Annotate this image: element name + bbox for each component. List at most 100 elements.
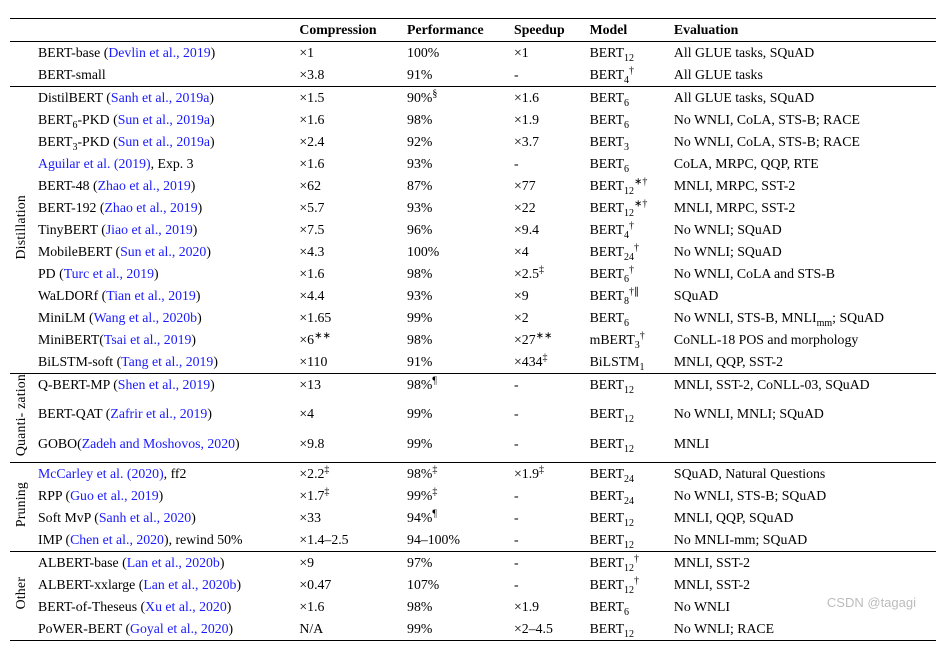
compression-value: ×110 [293, 351, 401, 374]
table-row: BERT-QAT (Zafrir et al., 2019)×499%-BERT… [10, 403, 936, 432]
compression-value: ×0.47 [293, 574, 401, 596]
table-row: BERT6-PKD (Sun et al., 2019a)×1.698%×1.9… [10, 109, 936, 131]
speedup-value: - [508, 485, 584, 507]
performance-value: 97% [401, 552, 508, 575]
table-row: BERT-small×3.891%-BERT4†All GLUE tasks [10, 64, 936, 87]
performance-value: 93% [401, 153, 508, 175]
speedup-value: - [508, 433, 584, 463]
evaluation-value: MNLI, SST-2, CoNLL-03, SQuAD [668, 374, 936, 404]
speedup-value: ×1.9 [508, 109, 584, 131]
table-row: MiniBERT(Tsai et al., 2019)×6∗∗98%×27∗∗m… [10, 329, 936, 351]
model-value: BERT8†∥ [584, 285, 668, 307]
evaluation-value: MNLI, SST-2 [668, 574, 936, 596]
method-name: PD (Turc et al., 2019) [32, 263, 293, 285]
speedup-value: ×9.4 [508, 219, 584, 241]
method-name: TinyBERT (Jiao et al., 2019) [32, 219, 293, 241]
table-row: Soft MvP (Sanh et al., 2020)×3394%¶-BERT… [10, 507, 936, 529]
speedup-value: ×2 [508, 307, 584, 329]
model-value: BERT12 [584, 403, 668, 432]
model-value: BERT12 [584, 529, 668, 552]
evaluation-value: No WNLI, CoLA, STS-B; RACE [668, 131, 936, 153]
model-value: BERT6 [584, 596, 668, 618]
method-name: BERT-of-Theseus (Xu et al., 2020) [32, 596, 293, 618]
evaluation-value: MNLI, QQP, SST-2 [668, 351, 936, 374]
model-value: BERT12 [584, 374, 668, 404]
model-value: BERT12 [584, 507, 668, 529]
method-name: MiniBERT(Tsai et al., 2019) [32, 329, 293, 351]
speedup-value: - [508, 64, 584, 87]
speedup-value: - [508, 574, 584, 596]
model-value: BERT12† [584, 552, 668, 575]
table-row: MiniLM (Wang et al., 2020b)×1.6599%×2BER… [10, 307, 936, 329]
evaluation-value: No WNLI; SQuAD [668, 241, 936, 263]
performance-value: 100% [401, 241, 508, 263]
evaluation-value: MNLI, QQP, SQuAD [668, 507, 936, 529]
table-header-row: Compression Performance Speedup Model Ev… [10, 19, 936, 42]
compression-value: ×6∗∗ [293, 329, 401, 351]
model-value: BERT12 [584, 618, 668, 641]
compression-value: ×2.4 [293, 131, 401, 153]
evaluation-value: SQuAD, Natural Questions [668, 463, 936, 486]
col-speedup: Speedup [508, 19, 584, 42]
method-name: BERT-192 (Zhao et al., 2019) [32, 197, 293, 219]
method-name: BERT3-PKD (Sun et al., 2019a) [32, 131, 293, 153]
performance-value: 91% [401, 351, 508, 374]
evaluation-value: No WNLI, CoLA and STS-B [668, 263, 936, 285]
compression-value: ×1.6 [293, 153, 401, 175]
model-value: BERT24† [584, 241, 668, 263]
model-value: BERT4† [584, 64, 668, 87]
compression-value: N/A [293, 618, 401, 641]
model-value: BERT6 [584, 109, 668, 131]
col-compression: Compression [293, 19, 401, 42]
table-row: TinyBERT (Jiao et al., 2019)×7.596%×9.4B… [10, 219, 936, 241]
table-row: Quanti- zationQ-BERT-MP (Shen et al., 20… [10, 374, 936, 404]
speedup-value: ×1.6 [508, 87, 584, 110]
evaluation-value: SQuAD [668, 285, 936, 307]
compression-value: ×7.5 [293, 219, 401, 241]
group-label: Quanti- zation [10, 374, 32, 463]
compression-value: ×4 [293, 403, 401, 432]
compression-value: ×1.4–2.5 [293, 529, 401, 552]
evaluation-value: All GLUE tasks [668, 64, 936, 87]
speedup-value: ×77 [508, 175, 584, 197]
method-name: BERT-small [32, 64, 293, 87]
model-value: BERT12 [584, 42, 668, 65]
model-value: BERT6 [584, 307, 668, 329]
performance-value: 96% [401, 219, 508, 241]
performance-value: 98%¶ [401, 374, 508, 404]
model-value: mBERT3† [584, 329, 668, 351]
table-row: BERT3-PKD (Sun et al., 2019a)×2.492%×3.7… [10, 131, 936, 153]
speedup-value: - [508, 403, 584, 432]
evaluation-value: No WNLI, STS-B, MNLImm; SQuAD [668, 307, 936, 329]
evaluation-value: MNLI, SST-2 [668, 552, 936, 575]
performance-value: 99% [401, 307, 508, 329]
model-value: BERT12† [584, 574, 668, 596]
speedup-value: ×2.5‡ [508, 263, 584, 285]
speedup-value: ×3.7 [508, 131, 584, 153]
speedup-value: ×434‡ [508, 351, 584, 374]
compression-value: ×5.7 [293, 197, 401, 219]
model-value: BERT3 [584, 131, 668, 153]
model-value: BiLSTM1 [584, 351, 668, 374]
table-row: BERT-base (Devlin et al., 2019)×1100%×1B… [10, 42, 936, 65]
speedup-value: ×22 [508, 197, 584, 219]
model-value: BERT12∗† [584, 175, 668, 197]
speedup-value: ×4 [508, 241, 584, 263]
method-name: BERT-48 (Zhao et al., 2019) [32, 175, 293, 197]
col-model: Model [584, 19, 668, 42]
method-name: MobileBERT (Sun et al., 2020) [32, 241, 293, 263]
group-label: Other [10, 552, 32, 641]
method-name: GOBO(Zadeh and Moshovos, 2020) [32, 433, 293, 463]
evaluation-value: MNLI, MRPC, SST-2 [668, 197, 936, 219]
compression-value: ×1.6 [293, 263, 401, 285]
performance-value: 99%‡ [401, 485, 508, 507]
performance-value: 90%§ [401, 87, 508, 110]
table-row: BERT-192 (Zhao et al., 2019)×5.793%×22BE… [10, 197, 936, 219]
method-name: DistilBERT (Sanh et al., 2019a) [32, 87, 293, 110]
table-row: MobileBERT (Sun et al., 2020)×4.3100%×4B… [10, 241, 936, 263]
performance-value: 91% [401, 64, 508, 87]
table-row: ALBERT-xxlarge (Lan et al., 2020b)×0.471… [10, 574, 936, 596]
evaluation-value: No WNLI; RACE [668, 618, 936, 641]
performance-value: 99% [401, 403, 508, 432]
group-label [10, 42, 32, 87]
